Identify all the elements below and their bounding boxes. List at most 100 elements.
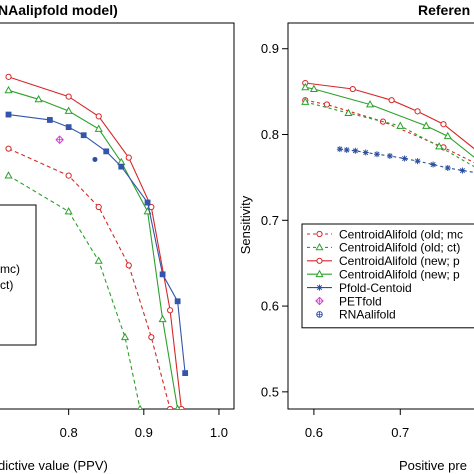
left-series-3-line [8, 114, 186, 374]
left-legend-box: mc) ct) [0, 204, 37, 346]
chart-right: Referen Sensitivity 0.6 0.7 0.50.60.70.80… [238, 2, 474, 473]
left-series-3-point [182, 370, 189, 376]
legend-entry-label: RNAalifold [339, 308, 396, 322]
right-series-2-point [365, 100, 375, 108]
right-series-5-point [352, 147, 359, 154]
right-y-tick-label: 0.5 [261, 384, 279, 399]
legend-entry-label: CentroidAlifold (new; p [339, 254, 460, 268]
left-series-2-point [158, 314, 167, 323]
legend-entry-label: CentroidAlifold (old; ct) [339, 241, 460, 255]
left-single-point-2 [92, 156, 98, 162]
right-y-tick-label: 0.8 [261, 127, 279, 142]
left-series-5-point [120, 332, 130, 341]
left-series-3-point [159, 271, 166, 278]
right-series-2-point [301, 82, 310, 91]
left-series-3-point [174, 298, 181, 305]
legend-entry-label: Pfold-Centoid [339, 281, 412, 295]
left-series-3-point [46, 117, 53, 123]
right-y-axis: 0.5 0.6 0.7 0.8 0.9 [261, 41, 288, 399]
legend-swatch-marker [315, 269, 324, 278]
left-series-5-point [137, 404, 143, 409]
left-series-4-point [167, 405, 174, 409]
left-single-point-1-cross [56, 136, 64, 144]
left-series-3-point [5, 111, 12, 118]
left-series-3-point [144, 199, 151, 206]
left-series-1-point [167, 307, 174, 314]
right-series-4-point [396, 121, 405, 129]
left-series-1-point [95, 113, 102, 120]
left-series-3-point [65, 124, 72, 131]
left-series-3-point [118, 163, 125, 170]
left-series-2-point [94, 124, 103, 132]
legend-swatch-marker-cross [315, 297, 324, 305]
right-series-2-point [309, 84, 318, 92]
right-series-2-point [422, 121, 431, 129]
right-series-5-point [343, 146, 350, 153]
left-legend-fragment-1: mc) [0, 262, 20, 276]
left-series-2-point [64, 106, 73, 114]
left-series-2-point [4, 85, 13, 94]
left-series-5-point [64, 207, 73, 215]
right-series-1-point [388, 97, 395, 104]
right-x-axis-label: Positive pre [399, 458, 467, 473]
right-series-3-point [323, 101, 330, 108]
left-series-4-line [8, 148, 171, 409]
right-chart-title: Referen [418, 2, 470, 18]
legend-swatch-marker [316, 230, 323, 238]
legend-swatch-marker-cross [316, 311, 323, 318]
right-series-group [301, 79, 474, 174]
left-series-2-line [8, 89, 179, 409]
right-x-tick-label: 0.7 [391, 425, 409, 440]
right-series-4-point [435, 142, 444, 150]
left-series-4-point [125, 262, 132, 269]
right-y-tick-label: 0.7 [261, 213, 279, 228]
left-series-1-point [5, 73, 12, 80]
legend-entry-label: CentroidAlifold (new; p [339, 268, 460, 282]
left-plot-frame [0, 22, 235, 410]
left-series-5-point [94, 256, 103, 264]
left-series-3-point [80, 132, 87, 139]
right-series-1-point [414, 108, 421, 115]
left-series-2-point [175, 404, 181, 409]
left-x-tick-label: 1.0 [210, 425, 228, 440]
right-series-1-line [305, 82, 474, 150]
left-x-tick-label: 0.9 [135, 425, 153, 440]
right-x-axis: 0.6 0.7 [305, 409, 409, 440]
legend-swatch-marker [316, 257, 323, 264]
left-series-4-point [5, 145, 12, 152]
right-series-4-point [301, 97, 310, 105]
right-series-4-point [344, 108, 353, 116]
legend-swatch-marker [316, 284, 323, 291]
left-legend-frame [0, 204, 37, 346]
right-series-2-point [443, 131, 452, 140]
left-series-1-point [65, 93, 72, 100]
legend-swatch-marker [315, 242, 324, 251]
left-legend-fragment-2: ct) [0, 278, 13, 292]
left-series-1-point [125, 154, 132, 161]
right-series-5-point [444, 164, 451, 171]
right-x-tick-label: 0.6 [305, 425, 323, 440]
chart-left: NAalipfold model) mc) ct) 0.8 0.9 1.0 dict… [0, 2, 235, 473]
legend-entry-label: CentroidAlifold (old; mc [339, 227, 463, 241]
right-series-5-point [401, 155, 408, 162]
right-series-5-point [373, 151, 380, 158]
right-y-tick-label: 0.6 [261, 299, 279, 314]
right-series-5-point [414, 158, 421, 165]
left-series-2-point [34, 94, 43, 103]
left-x-tick-label: 0.8 [60, 425, 78, 440]
right-series-5-point [336, 146, 343, 153]
left-chart-title: NAalipfold model) [0, 2, 118, 18]
left-x-axis-label: dictive value (PPV) [0, 458, 108, 473]
right-series-5-point [459, 167, 466, 174]
right-series-1-point [440, 121, 447, 128]
left-series-4-point [65, 172, 72, 179]
left-series-4-point [95, 203, 102, 211]
right-y-tick-label: 0.9 [261, 41, 279, 56]
left-series-3-point [103, 148, 110, 155]
right-series-5-point [362, 149, 369, 156]
left-series-4-point [148, 334, 155, 341]
right-legend-frame [301, 223, 474, 329]
right-series-5-point [386, 152, 393, 159]
right-y-axis-label: Sensitivity [238, 195, 253, 254]
